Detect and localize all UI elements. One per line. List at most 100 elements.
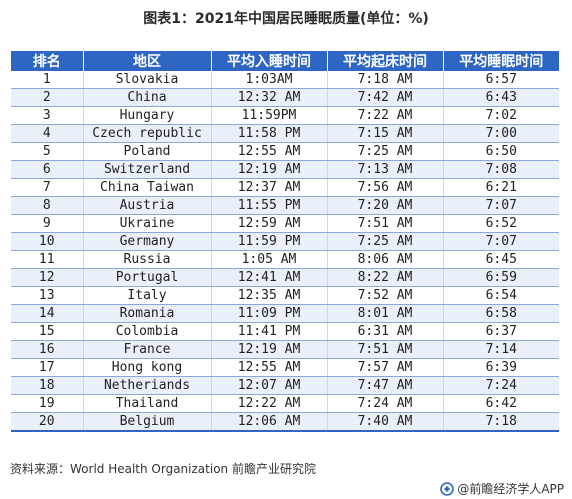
table-row: 7 China Taiwan 12:37 AM 7:56 AM 6:21	[11, 178, 559, 197]
table-cell: 11:41 PM	[211, 322, 328, 341]
table-row: 20 Belgium 12:06 AM 7:40 AM 7:18	[11, 412, 559, 432]
table-cell: 7:18 AM	[327, 71, 444, 89]
table-cell: 12	[11, 268, 84, 287]
table-cell: 7	[11, 178, 84, 197]
table-cell: 6:43	[443, 88, 559, 107]
table-cell: 1:05 AM	[211, 250, 328, 269]
table-cell: 7:57 AM	[327, 358, 444, 377]
column-header: 排名	[11, 51, 84, 71]
table-cell: 7:52 AM	[327, 286, 444, 305]
table-cell: 12:41 AM	[211, 268, 328, 287]
table-cell: 6:54	[443, 286, 559, 305]
table-cell: Portugal	[83, 268, 212, 287]
table-cell: 8:22 AM	[327, 268, 444, 287]
table-cell: 8:06 AM	[327, 250, 444, 269]
table-cell: 7:14	[443, 340, 559, 359]
table-cell: 12:22 AM	[211, 394, 328, 413]
table-cell: 7:51 AM	[327, 214, 444, 233]
qianzhan-logo-icon	[440, 481, 455, 496]
table-cell: 7:00	[443, 124, 559, 143]
table-cell: 11:58 PM	[211, 124, 328, 143]
table-cell: 12:19 AM	[211, 160, 328, 179]
table-cell: 7:13 AM	[327, 160, 444, 179]
table-cell: Switzerland	[83, 160, 212, 179]
table-cell: Austria	[83, 196, 212, 215]
table-cell: 14	[11, 304, 84, 323]
table-cell: Ukraine	[83, 214, 212, 233]
table-row: 15 Colombia 11:41 PM 6:31 AM 6:37	[11, 322, 559, 341]
table-cell: Germany	[83, 232, 212, 251]
table-cell: 7:15 AM	[327, 124, 444, 143]
column-header: 地区	[83, 51, 212, 71]
table-cell: 6:39	[443, 358, 559, 377]
table-cell: 6:50	[443, 142, 559, 161]
table-cell: Hungary	[83, 106, 212, 125]
table-cell: 6:59	[443, 268, 559, 287]
table-cell: Colombia	[83, 322, 212, 341]
table-cell: 12:55 AM	[211, 358, 328, 377]
table-cell: 13	[11, 286, 84, 305]
table-cell: 5	[11, 142, 84, 161]
table-cell: 11:09 PM	[211, 304, 328, 323]
table-row: 16 France 12:19 AM 7:51 AM 7:14	[11, 340, 559, 359]
table-cell: 6:42	[443, 394, 559, 413]
column-header: 平均起床时间	[327, 51, 444, 71]
table-row: 10 Germany 11:59 PM 7:25 AM 7:07	[11, 232, 559, 251]
table-cell: 11:55 PM	[211, 196, 328, 215]
table-cell: 7:56 AM	[327, 178, 444, 197]
table-cell: 6:31 AM	[327, 322, 444, 341]
table-row: 2 China 12:32 AM 7:42 AM 6:43	[11, 88, 559, 107]
table-cell: 18	[11, 376, 84, 395]
table-cell: Romania	[83, 304, 212, 323]
table-cell: Netheriands	[83, 376, 212, 395]
table-row: 9 Ukraine 12:59 AM 7:51 AM 6:52	[11, 214, 559, 233]
table-cell: Belgium	[83, 412, 212, 432]
table-cell: 7:51 AM	[327, 340, 444, 359]
table-cell: 12:35 AM	[211, 286, 328, 305]
table-cell: 12:06 AM	[211, 412, 328, 432]
table-row: 1 Slovakia 1:03AM 7:18 AM 6:57	[11, 71, 559, 89]
table-cell: Hong kong	[83, 358, 212, 377]
table-cell: 8:01 AM	[327, 304, 444, 323]
source-note: 资料来源：World Health Organization 前瞻产业研究院	[10, 462, 316, 476]
table-cell: 3	[11, 106, 84, 125]
table-row: 18 Netheriands 12:07 AM 7:47 AM 7:24	[11, 376, 559, 395]
table-cell: 16	[11, 340, 84, 359]
table-cell: 19	[11, 394, 84, 413]
table-cell: 9	[11, 214, 84, 233]
table-row: 6 Switzerland 12:19 AM 7:13 AM 7:08	[11, 160, 559, 179]
table-cell: 12:19 AM	[211, 340, 328, 359]
table-cell: 7:24 AM	[327, 394, 444, 413]
table-cell: 4	[11, 124, 84, 143]
column-header: 平均入睡时间	[211, 51, 328, 71]
table-row: 13 Italy 12:35 AM 7:52 AM 6:54	[11, 286, 559, 305]
table-cell: 12:32 AM	[211, 88, 328, 107]
table-cell: 7:07	[443, 196, 559, 215]
table-cell: 7:02	[443, 106, 559, 125]
table-cell: 10	[11, 232, 84, 251]
sleep-table: 排名 地区 平均入睡时间 平均起床时间 平均睡眠时间 1 Slovakia 1:03…	[11, 51, 559, 432]
table-cell: 2	[11, 88, 84, 107]
table-cell: France	[83, 340, 212, 359]
table-cell: 7:20 AM	[327, 196, 444, 215]
table-row: 3 Hungary 11:59PM 7:22 AM 7:02	[11, 106, 559, 125]
table-row: 8 Austria 11:55 PM 7:20 AM 7:07	[11, 196, 559, 215]
table-cell: Slovakia	[83, 71, 212, 89]
table-cell: 7:42 AM	[327, 88, 444, 107]
table-row: 17 Hong kong 12:55 AM 7:57 AM 6:39	[11, 358, 559, 377]
table-cell: 8	[11, 196, 84, 215]
table-cell: 12:55 AM	[211, 142, 328, 161]
table-cell: 17	[11, 358, 84, 377]
table-cell: Russia	[83, 250, 212, 269]
table-cell: 7:08	[443, 160, 559, 179]
table-cell: 7:18	[443, 412, 559, 432]
table-cell: 6	[11, 160, 84, 179]
table-row: 14 Romania 11:09 PM 8:01 AM 6:58	[11, 304, 559, 323]
table-cell: 7:24	[443, 376, 559, 395]
brand-label: @前瞻经济学人APP	[457, 482, 564, 496]
table-cell: 15	[11, 322, 84, 341]
table-row: 4 Czech republic 11:58 PM 7:15 AM 7:00	[11, 124, 559, 143]
table-cell: Thailand	[83, 394, 212, 413]
table-cell: 12:07 AM	[211, 376, 328, 395]
column-header: 平均睡眠时间	[443, 51, 559, 71]
